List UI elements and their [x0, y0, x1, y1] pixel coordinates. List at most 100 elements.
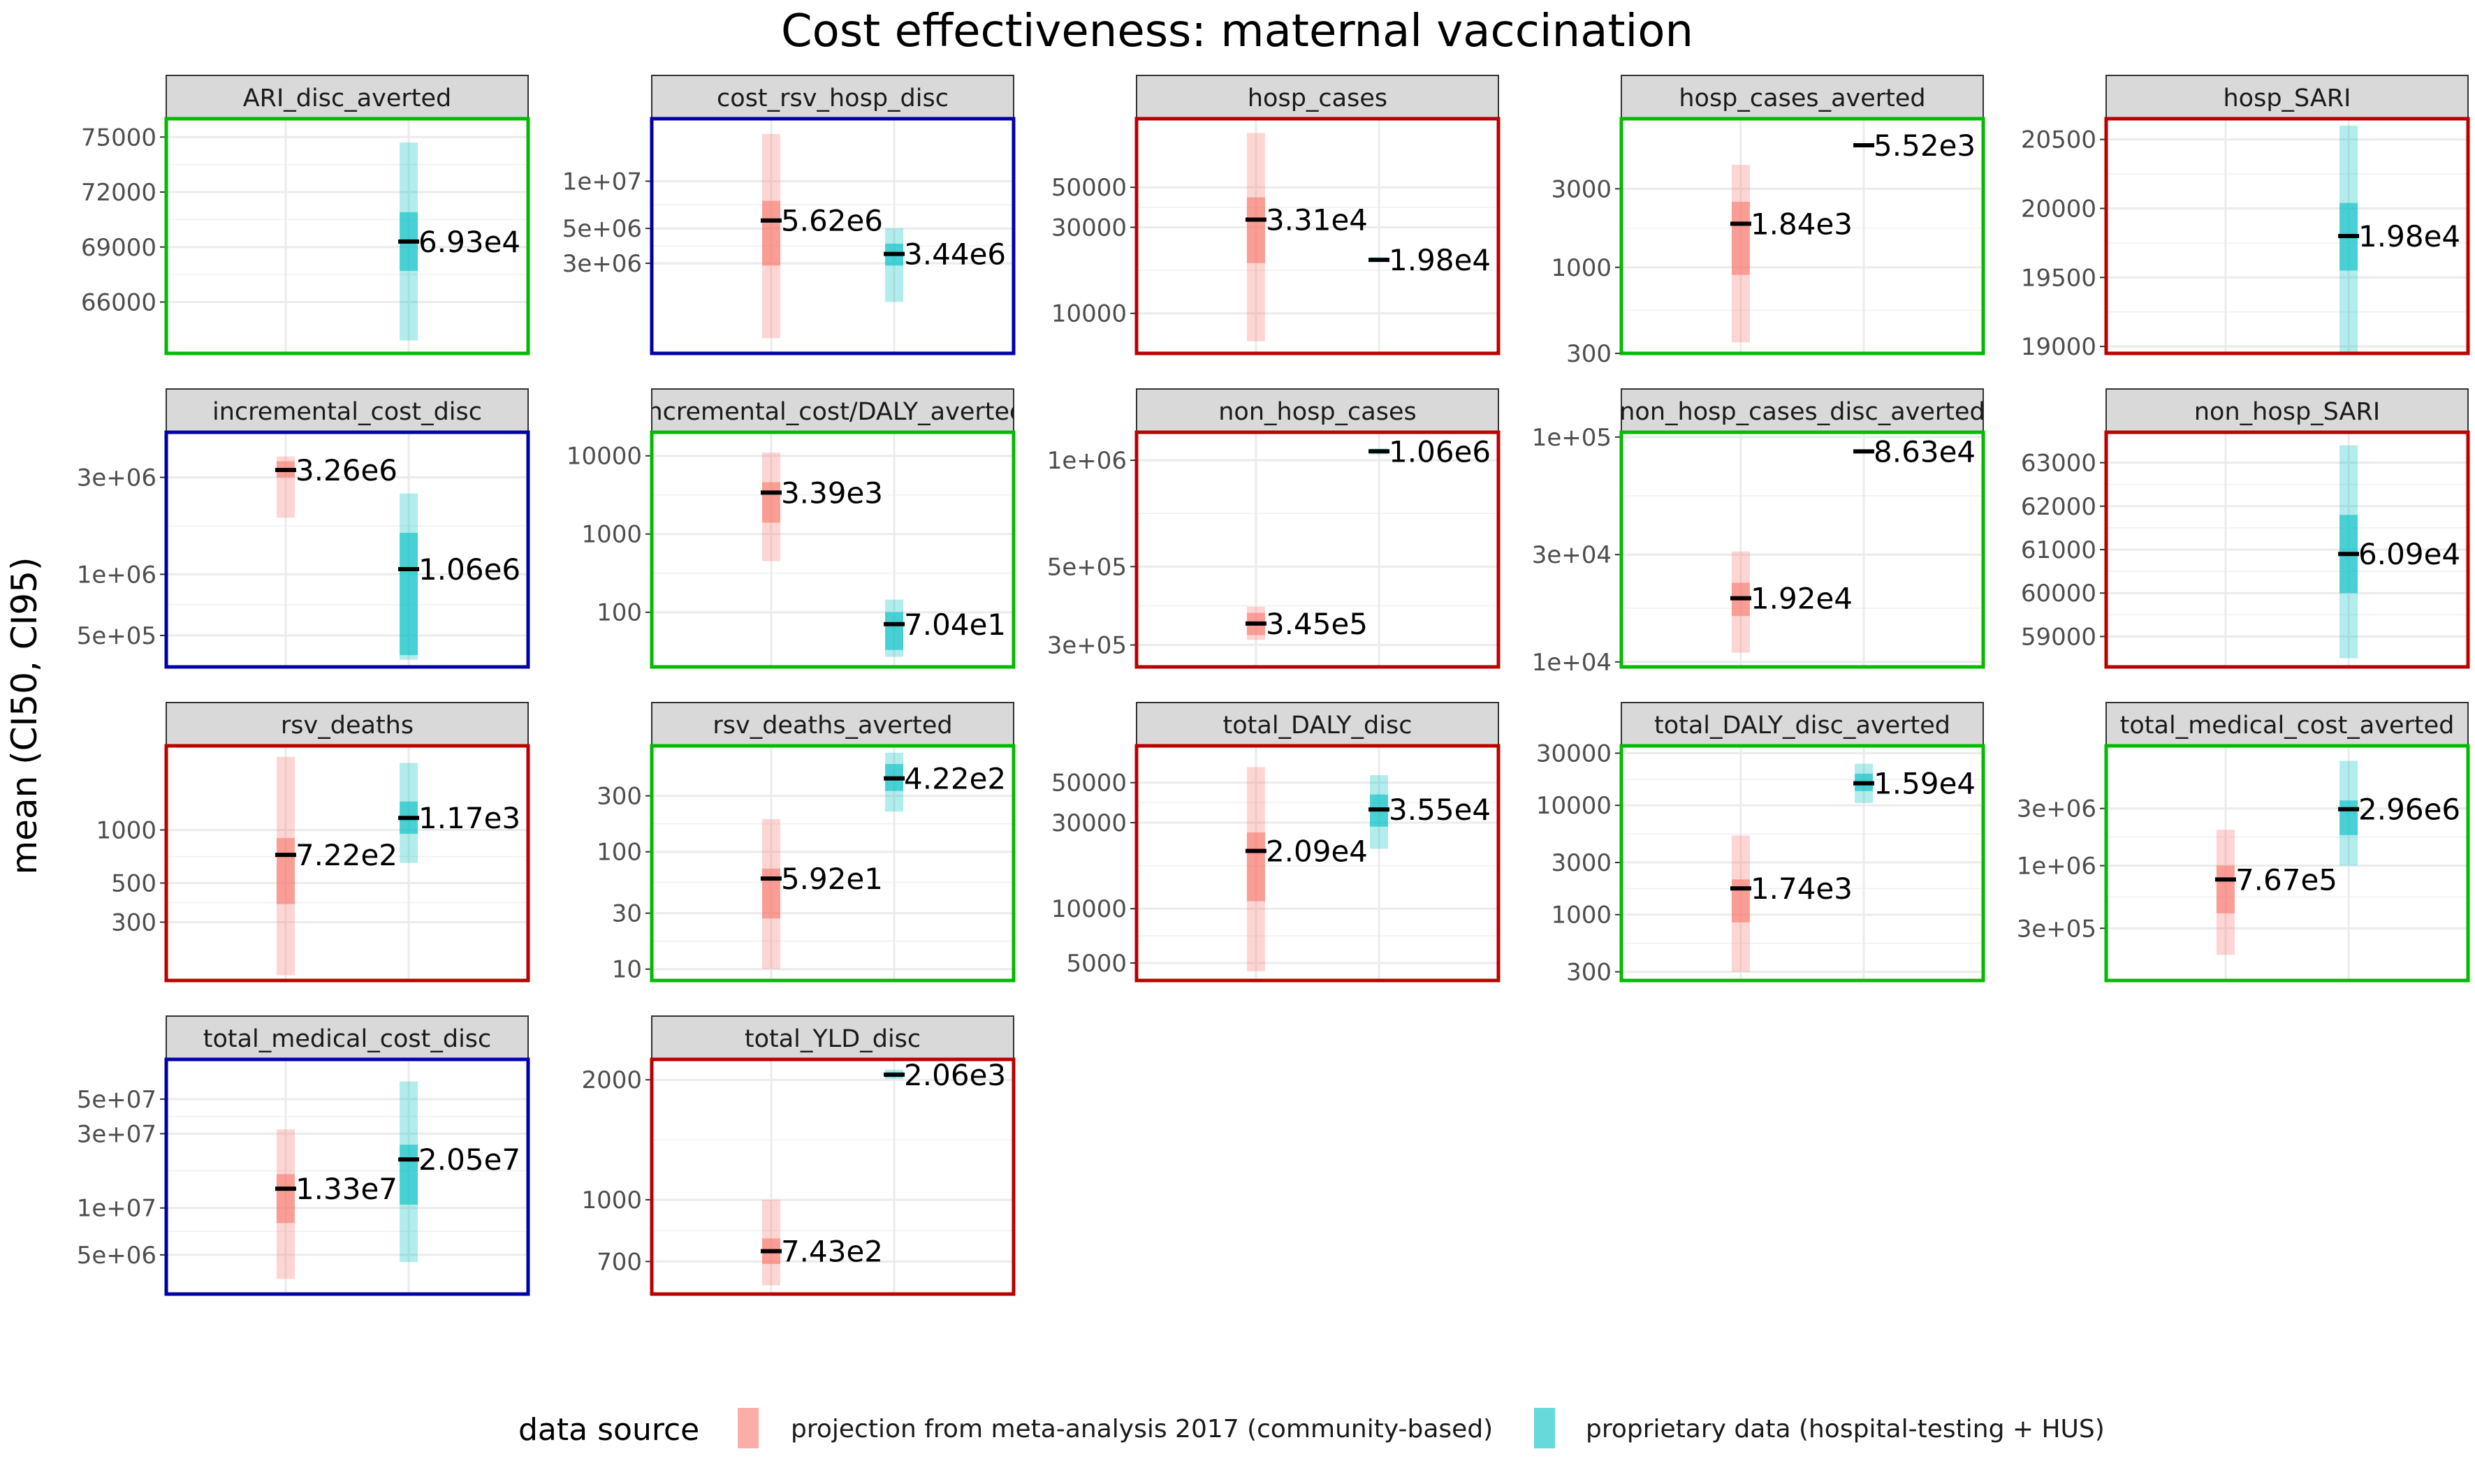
ci50-bar-projection [1246, 197, 1265, 263]
panel-strip-label: cost_rsv_hosp_disc [717, 85, 949, 112]
panel-incremental-cost-disc: incremental_cost_disc 5e+05 1e+06 3e+06 3.26… [77, 388, 530, 669]
mean-label-proprietary: 2.05e7 [418, 1143, 520, 1177]
panel-strip [1621, 702, 1984, 747]
y-tick-label: 1e+06 [2017, 853, 2096, 881]
panel-border [650, 1057, 1016, 1296]
y-tick-label: 10000 [1051, 895, 1127, 923]
ci50-bar-projection [276, 1174, 295, 1224]
mean-label-projection: 7.43e2 [781, 1235, 883, 1269]
mean-label-proprietary: 6.09e4 [2358, 537, 2460, 571]
panel-strip-label: rsv_deaths_averted [713, 712, 952, 740]
panel-ari-disc-averted: ARI_disc_averted 66000 69000 72000 75000 6.93… [81, 75, 530, 355]
panel-strip-label: total_DALY_disc_averted [1654, 712, 1950, 740]
legend: data source projection from meta-analysi… [518, 1408, 2105, 1448]
panel-strip-label: hosp_cases [1248, 85, 1387, 112]
y-tick-label: 3000 [1551, 849, 1612, 877]
legend-swatch-proprietary [1534, 1408, 1555, 1448]
panel-hosp-cases-averted: hosp_cases_averted 300 1000 3000 1.84e3 5.52e… [1551, 75, 1985, 368]
ci50-bar-projection [2216, 865, 2235, 913]
y-tick-label: 100 [597, 839, 642, 867]
panel-border [1619, 430, 1985, 669]
y-tick-label: 3e+07 [77, 1120, 156, 1148]
ci50-bar-projection [276, 837, 295, 904]
panel-strip [651, 75, 1014, 119]
y-tick-label: 300 [111, 909, 156, 936]
panel-strip [2105, 75, 2469, 119]
mean-label-proprietary: 3.44e6 [904, 237, 1006, 272]
y-tick-label: 1e+06 [1047, 447, 1127, 475]
y-tick-label: 1e+06 [77, 561, 156, 589]
mean-label-proprietary: 1.59e4 [1874, 767, 1976, 801]
y-tick-label: 700 [597, 1248, 642, 1276]
y-tick-label: 50000 [1051, 770, 1127, 798]
panel-cost-rsv-hosp-disc: cost_rsv_hosp_disc 3e+06 5e+06 1e+07 5.62e6 3… [562, 75, 1016, 355]
panel-border [2104, 430, 2470, 669]
panel-strip-label: total_YLD_disc [745, 1025, 921, 1053]
panel-strip-label: total_medical_cost_disc [203, 1025, 492, 1053]
mean-label-proprietary: 4.22e2 [904, 762, 1006, 796]
panel-strip-label: total_medical_cost_averted [2120, 712, 2455, 740]
y-tick-label: 60000 [2021, 580, 2096, 608]
panel-non-hosp-cases: non_hosp_cases 3e+05 5e+05 1e+06 3.45e5 1.06e… [1047, 388, 1501, 669]
y-tick-label: 50000 [1051, 174, 1127, 202]
y-tick-label: 3e+04 [1532, 541, 1612, 569]
panel-strip-label: non_hosp_cases_disc_averted [1619, 398, 1985, 426]
y-tick-label: 19500 [2021, 264, 2096, 292]
y-tick-label: 5e+05 [1047, 553, 1127, 581]
y-tick-label: 1e+07 [77, 1195, 156, 1223]
panel-total-medical-cost-disc: total_medical_cost_disc 5e+06 1e+07 3e+07 5e… [77, 1015, 530, 1296]
y-tick-label: 3e+05 [1047, 632, 1127, 660]
panel-total-medical-cost-averted: total_medical_cost_averted 3e+05 1e+06 3e+0… [2017, 702, 2470, 983]
y-tick-label: 10000 [1536, 792, 1612, 820]
y-tick-label: 3000 [1551, 175, 1612, 203]
panel-total-yld-disc: total_YLD_disc 700 1000 2000 7.43e2 2.06e3 [581, 1015, 1016, 1296]
y-tick-label: 10 [612, 956, 642, 984]
y-tick-label: 5e+05 [77, 622, 156, 650]
y-tick-label: 5e+06 [562, 215, 642, 243]
ci50-bar-proprietary [885, 612, 904, 650]
panel-rsv-deaths: rsv_deaths 300 500 1000 7.22e2 1.17e3 [96, 702, 530, 983]
y-tick-label: 1e+04 [1532, 649, 1612, 677]
y-tick-label: 20500 [2021, 126, 2096, 154]
panel-border [650, 430, 1016, 669]
ci50-bar-projection [761, 868, 780, 919]
mean-label-proprietary: 3.55e4 [1389, 793, 1491, 827]
panel-border [164, 117, 530, 355]
y-tick-label: 30 [612, 900, 642, 928]
y-tick-label: 1000 [581, 521, 642, 549]
panel-grid: ARI_disc_averted 66000 69000 72000 75000 6.93… [77, 75, 2470, 1296]
legend-entry-proprietary: proprietary data (hospital-testing + HUS… [1586, 1415, 2105, 1443]
legend-swatch-projection [738, 1408, 759, 1448]
mean-label-proprietary: 5.52e3 [1874, 128, 1976, 163]
panel-strip-label: hosp_cases_averted [1679, 85, 1925, 112]
panel-border [650, 744, 1016, 983]
panel-strip-label: incremental_cost/DALY_averted [641, 398, 1025, 426]
y-tick-label: 1000 [581, 1187, 642, 1214]
panel-incremental-cost-daly-averted: incremental_cost/DALY_averted 100 1000 1000… [567, 388, 1025, 669]
panel-non-hosp-sari: non_hosp_SARI 59000 60000 61000 62000 63000 6.… [2021, 388, 2470, 669]
mean-label-proprietary: 1.06e6 [418, 552, 520, 587]
panel-strip-label: hosp_SARI [2224, 85, 2351, 112]
y-tick-label: 30000 [1051, 214, 1127, 242]
mean-label-projection: 1.84e3 [1751, 207, 1853, 241]
y-tick-label: 66000 [81, 289, 156, 317]
y-tick-label: 1000 [1551, 254, 1612, 282]
y-tick-label: 10000 [567, 443, 642, 471]
mean-label-projection: 1.92e4 [1751, 582, 1853, 616]
panel-strip [651, 1015, 1014, 1060]
y-tick-label: 30000 [1536, 740, 1612, 767]
panel-strip-label: incremental_cost_disc [212, 398, 482, 426]
y-tick-label: 300 [597, 783, 642, 811]
y-tick-label: 10000 [1051, 300, 1127, 328]
mean-label-projection: 3.39e3 [781, 476, 883, 510]
panel-strip [1621, 388, 1984, 433]
panel-border [1134, 744, 1501, 983]
mean-label-proprietary: 1.06e6 [1389, 434, 1491, 469]
y-tick-label: 63000 [2021, 450, 2096, 478]
ci50-bar-projection [761, 200, 780, 266]
y-tick-label: 1000 [1551, 902, 1612, 930]
panel-strip-label: non_hosp_SARI [2194, 398, 2380, 426]
panel-non-hosp-cases-disc-averted: non_hosp_cases_disc_averted 1e+04 3e+04 1e+… [1532, 388, 1985, 677]
panel-strip [1136, 388, 1499, 433]
y-tick-label: 3e+05 [2017, 915, 2096, 943]
